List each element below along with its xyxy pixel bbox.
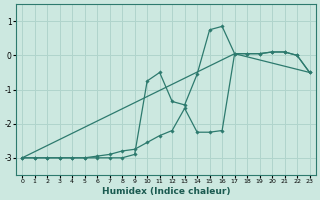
X-axis label: Humidex (Indice chaleur): Humidex (Indice chaleur) bbox=[102, 187, 230, 196]
